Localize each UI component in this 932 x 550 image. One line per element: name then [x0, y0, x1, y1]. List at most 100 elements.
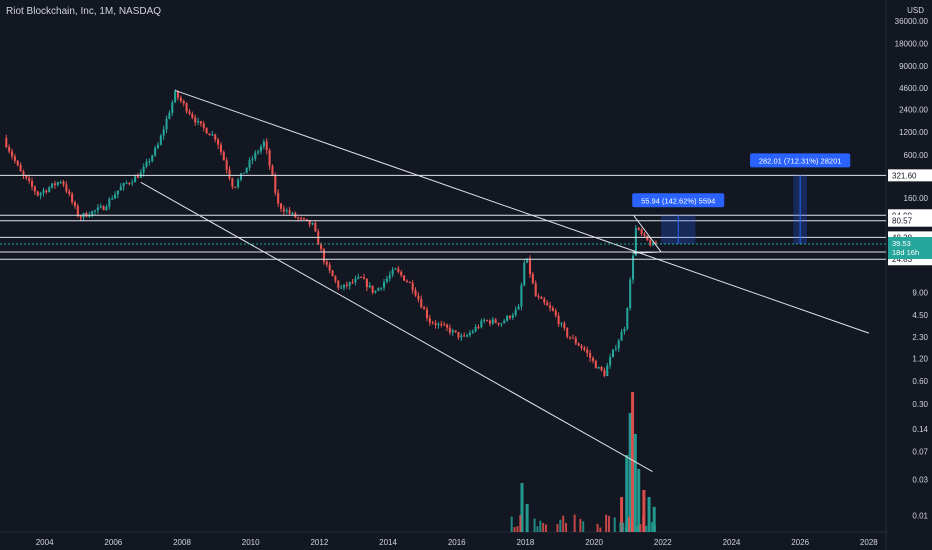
candle-body — [257, 151, 260, 153]
candle-body — [471, 331, 474, 333]
candle-body — [111, 198, 114, 200]
candle-body — [423, 307, 426, 310]
candle-body — [569, 336, 572, 338]
price-tick-label: 1.20 — [912, 354, 928, 363]
candle-body — [19, 165, 22, 172]
candle-body — [523, 262, 526, 286]
candle-body — [305, 219, 308, 221]
candle-body — [28, 178, 31, 182]
candle-body — [654, 242, 657, 245]
candle-body — [265, 141, 268, 151]
price-tick-label: 160.00 — [904, 194, 929, 203]
candle-body — [194, 117, 197, 123]
candle-body — [202, 123, 205, 128]
candle-body — [526, 258, 529, 263]
candle-body — [548, 305, 552, 308]
candle-body — [148, 161, 151, 163]
candle-body — [320, 244, 323, 250]
candle-body — [68, 191, 71, 194]
candle-body — [262, 141, 265, 147]
candle-body — [591, 357, 594, 361]
candle-body — [125, 183, 128, 185]
candle-body — [73, 202, 77, 206]
candle-body — [371, 285, 374, 293]
candle-body — [537, 296, 540, 298]
candle-body — [428, 318, 431, 323]
volume-bar — [625, 527, 628, 532]
candle-body — [131, 182, 134, 184]
candle-body — [214, 134, 217, 140]
candle-body — [156, 144, 159, 148]
candle-body — [546, 302, 549, 306]
candle-body — [16, 160, 19, 166]
candle-body — [48, 187, 51, 192]
candle-body — [182, 100, 185, 104]
candle-body — [53, 183, 56, 185]
volume-bar — [653, 525, 656, 532]
candle-body — [631, 255, 635, 280]
candle-body — [503, 320, 506, 324]
trendline — [174, 89, 869, 334]
volume-bar — [630, 521, 633, 532]
price-tick-label: 18000.00 — [895, 40, 929, 49]
candle-body — [71, 193, 74, 203]
price-tick-label: 1200.00 — [899, 128, 928, 137]
candle-body — [271, 165, 274, 176]
candle-body — [617, 340, 620, 349]
candle-body — [368, 285, 371, 288]
candle-body — [122, 183, 125, 187]
countdown-label: 18d 16h — [892, 248, 919, 257]
price-axis-panel — [886, 0, 932, 550]
candle-body — [454, 330, 457, 332]
price-tick-label: 9.00 — [912, 288, 928, 297]
candle-body — [566, 328, 569, 337]
volume-bar — [533, 518, 536, 532]
candle-body — [385, 278, 388, 282]
volume-bar — [510, 516, 513, 532]
candle-body — [114, 194, 117, 199]
volume-bar — [605, 514, 608, 532]
volume-bar — [622, 522, 625, 532]
candle-body — [491, 319, 494, 324]
candle-body — [93, 210, 97, 212]
time-tick-label: 2028 — [860, 538, 878, 547]
candle-body — [79, 216, 82, 218]
volume-bar — [607, 515, 610, 532]
candle-body — [597, 366, 600, 369]
volume-bar — [628, 413, 632, 532]
volume-bar — [647, 497, 651, 532]
candle-body — [308, 220, 311, 225]
candle-body — [380, 287, 383, 289]
time-tick-label: 2012 — [310, 538, 328, 547]
candle-body — [348, 282, 351, 286]
trendline — [633, 251, 662, 254]
candle-body — [486, 320, 489, 322]
candle-body — [560, 323, 563, 325]
candle-body — [222, 151, 225, 161]
candle-body — [394, 268, 397, 270]
candle-body — [297, 217, 300, 219]
price-tick-label: 0.03 — [912, 475, 928, 484]
candle-body — [643, 233, 646, 236]
candle-body — [282, 208, 285, 212]
candle-body — [259, 146, 263, 152]
price-tick-label: 9000.00 — [899, 62, 928, 71]
candle-body — [322, 249, 325, 262]
candle-body — [102, 206, 105, 210]
candle-body — [128, 183, 131, 185]
candle-body — [466, 335, 469, 337]
candle-body — [391, 269, 394, 275]
candle-body — [302, 217, 305, 220]
candle-body — [531, 274, 534, 284]
candle-body — [634, 227, 637, 256]
candle-body — [251, 158, 254, 161]
candle-body — [629, 279, 632, 309]
volume-bar — [513, 527, 516, 532]
candle-body — [311, 223, 314, 225]
candle-body — [345, 284, 348, 286]
candle-body — [142, 166, 145, 173]
volume-bar — [639, 524, 642, 532]
volume-bar — [636, 526, 639, 532]
